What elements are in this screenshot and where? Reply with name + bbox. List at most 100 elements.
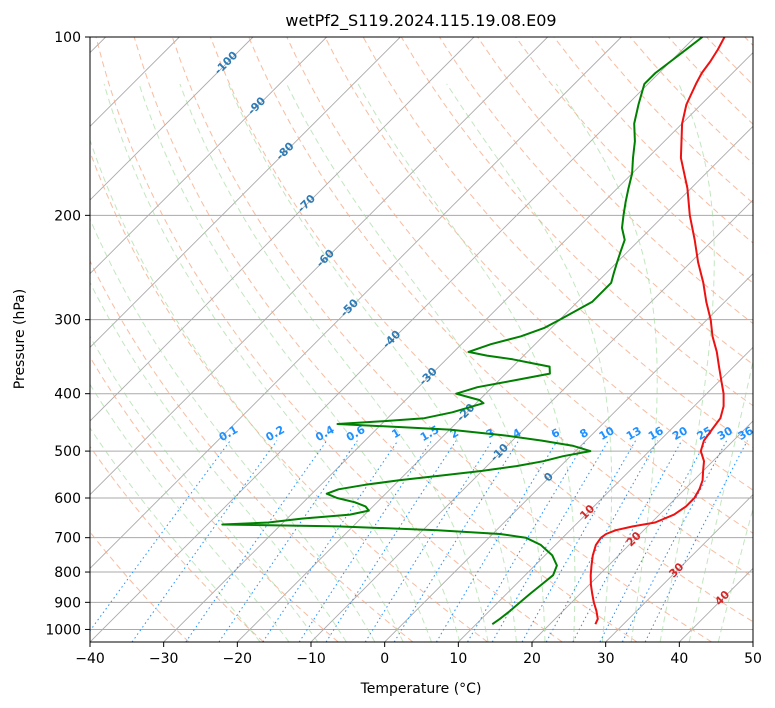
x-tick-label: −10 (296, 651, 326, 667)
dry-adiabat-line (477, 37, 753, 325)
dry-adiabat-line (438, 37, 753, 366)
mixing-ratio-label: 8 (577, 426, 590, 441)
moist-adiabat-line (659, 83, 715, 642)
mixing-ratio-label: 36 (736, 424, 756, 443)
y-tick-label: 200 (54, 208, 81, 224)
isotherm-label: 20 (624, 529, 644, 549)
moist-adiabat-line (446, 83, 613, 642)
moist-adiabat-line (179, 83, 489, 642)
x-axis: −40 −30 −20 −10 0 10 20 30 40 50 (75, 642, 762, 667)
moist-adiabat-line (90, 335, 319, 642)
dry-adiabat-line (286, 37, 753, 534)
isotherm-line (90, 37, 622, 569)
isotherm-line (90, 37, 696, 642)
y-tick-label: 1000 (45, 622, 81, 638)
y-tick-label: 800 (54, 565, 81, 581)
mixing-ratio-line (467, 440, 587, 642)
y-axis-label: Pressure (hPa) (12, 289, 28, 389)
moist-adiabat-line (138, 83, 461, 642)
mixing-ratio-line (185, 440, 328, 642)
isotherm-line (605, 494, 753, 642)
moist-adiabat-line (90, 217, 376, 642)
sounding-series (221, 37, 726, 626)
isotherm-line (679, 567, 753, 642)
isotherm-line (310, 199, 753, 642)
y-axis: 100 200 300 400 500 600 700 800 900 1000 (45, 30, 90, 638)
mixing-ratio-label: 0.2 (263, 423, 286, 444)
x-axis-label: Temperature (°C) (360, 681, 482, 697)
mixing-ratio-label: 16 (646, 424, 666, 443)
temperature-line (589, 37, 726, 625)
dewpoint-line (221, 37, 704, 626)
dry-adiabat-line (324, 37, 753, 491)
mixing-ratio-line (572, 440, 683, 642)
mixing-ratio-label: 13 (624, 424, 644, 443)
isotherm-line (163, 52, 753, 642)
mixing-ratio-line (262, 440, 399, 642)
isotherm-label: -40 (380, 328, 403, 351)
plot-frame (89, 36, 754, 643)
isotherm-line (90, 37, 254, 201)
x-tick-label: 50 (744, 651, 762, 667)
y-tick-label: 900 (54, 595, 81, 611)
dry-adiabat-line (90, 150, 488, 642)
moist-adiabat-line (90, 427, 261, 642)
isotherm-label: -70 (295, 192, 318, 215)
x-tick-label: 0 (380, 651, 389, 667)
mixing-ratio-line (521, 440, 637, 642)
moist-adiabat-line (90, 281, 347, 642)
mixing-ratio-label: 0.4 (313, 423, 337, 444)
mixing-ratio-label: 0.1 (217, 423, 240, 444)
moist-adiabat-line (555, 83, 658, 642)
isotherm-label: 40 (712, 588, 732, 608)
dry-adiabat-line (171, 37, 712, 642)
mixing-ratio-label: 30 (715, 424, 735, 443)
x-tick-label: −20 (223, 651, 253, 667)
mixing-ratio-line (90, 440, 231, 632)
chart-title: wetPf2_S119.2024.115.19.08.E09 (285, 11, 556, 31)
x-tick-label: 40 (670, 651, 688, 667)
isotherm-line (90, 37, 327, 275)
mixing-ratio-line (325, 440, 457, 642)
dry-adiabat-line (210, 37, 753, 623)
dry-adiabat-line (248, 37, 753, 578)
moist-adiabat-line (717, 506, 753, 642)
mixing-ratio-line (491, 440, 609, 642)
dry-adiabat-line (90, 445, 264, 642)
isotherm-line (752, 641, 753, 642)
dry-adiabat-line (591, 37, 753, 204)
isotherm-line (458, 346, 753, 642)
isotherm-line (531, 420, 753, 642)
mixing-ratio-line (644, 440, 748, 642)
moist-adiabat-line (90, 383, 290, 642)
moist-adiabat-line (90, 138, 404, 642)
y-tick-label: 300 (54, 313, 81, 329)
dry-adiabat-line (515, 37, 753, 284)
isotherm-label: -90 (245, 94, 268, 117)
mixing-ratio-label: 6 (549, 426, 562, 441)
moist-adiabat-line (103, 83, 432, 642)
isotherm-label: -60 (314, 246, 337, 269)
dry-adiabat-line (95, 37, 563, 642)
x-tick-label: 20 (523, 651, 541, 667)
isotherm-label: 10 (577, 502, 597, 522)
mixing-ratio-line (218, 440, 358, 642)
isotherm-line (384, 273, 753, 642)
x-tick-label: −30 (149, 651, 179, 667)
dry-adiabat-line (90, 356, 339, 642)
mixing-ratio-line (131, 440, 278, 642)
dry-adiabat-line (668, 37, 753, 125)
mixing-ratio-label: 4 (510, 426, 523, 441)
x-tick-label: −40 (75, 651, 105, 667)
mixing-ratio-line (364, 440, 493, 642)
mixing-ratio-line (599, 440, 707, 642)
y-tick-label: 500 (54, 444, 81, 460)
isotherm-line (90, 37, 548, 496)
x-tick-label: 10 (449, 651, 467, 667)
mixing-ratio-label: 2 (448, 426, 461, 441)
isotherm-line (90, 37, 401, 348)
mixing-ratio-line (621, 440, 728, 642)
mixing-ratio-line (298, 440, 432, 642)
y-tick-label: 700 (54, 531, 81, 547)
